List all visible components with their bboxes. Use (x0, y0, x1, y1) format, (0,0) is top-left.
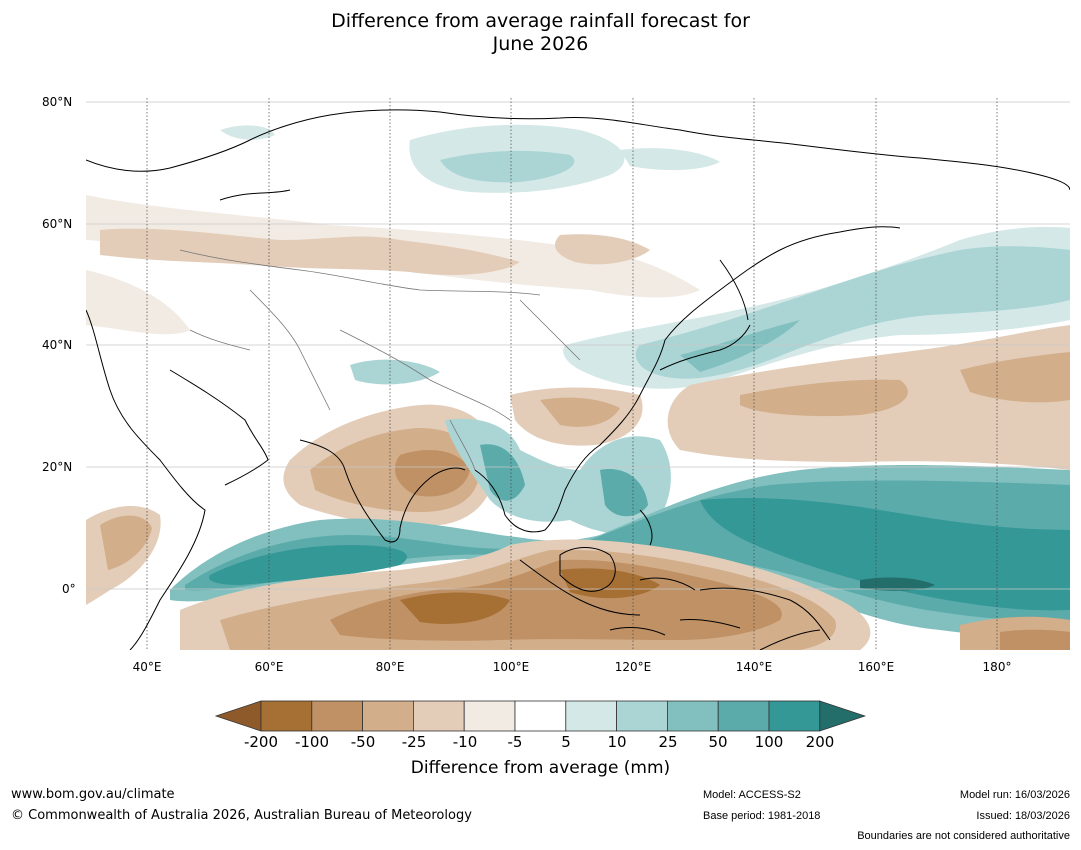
anomaly-region (480, 444, 525, 501)
lon-tick-label: 60°E (254, 660, 284, 674)
colorbar-label: 10 (607, 733, 627, 751)
lat-tick-label: 0° (62, 582, 76, 596)
lon-tick-label: 120°E (614, 660, 652, 674)
anomaly-region (860, 577, 935, 591)
colorbar-label: -100 (294, 733, 330, 751)
website-link[interactable]: www.bom.gov.au/climate (11, 787, 175, 802)
anomaly-region (100, 228, 520, 275)
colorbar-label: 5 (561, 733, 571, 751)
colorbar-title: Difference from average (mm) (410, 758, 671, 778)
map-title: Difference from average rainfall forecas… (0, 10, 1081, 56)
colorbar-swatch (565, 700, 617, 732)
anomaly-region (700, 498, 1070, 611)
colorbar-swatch (362, 700, 414, 732)
lon-tick-label: 180° (982, 660, 1012, 674)
anomaly-region (220, 125, 275, 140)
anomaly-region (620, 148, 720, 171)
colorbar-label: -50 (350, 733, 376, 751)
colorbar-swatch (514, 700, 567, 732)
colorbar-label: -25 (401, 733, 427, 751)
anomaly-region (209, 545, 407, 585)
anomaly-region (440, 150, 575, 183)
model-text: Model: ACCESS-S2 (703, 789, 801, 801)
coastlines (86, 109, 1070, 650)
copyright-text: © Commonwealth of Australia 2026, Austra… (11, 808, 472, 823)
anomaly-region (555, 234, 650, 265)
colorbar-swatch (768, 700, 821, 732)
lon-tick-label: 140°E (735, 660, 773, 674)
colorbar-swatch (260, 700, 313, 732)
anomaly-region (400, 592, 510, 624)
lon-tick-label: 160°E (857, 660, 895, 674)
colorbar-label: 200 (805, 733, 835, 751)
model-run-text: Model run: 16/03/2026 (959, 789, 1070, 801)
colorbar (214, 700, 867, 732)
lat-tick-label: 20°N (42, 460, 73, 474)
colorbar-swatch (412, 700, 465, 732)
colorbar-extend-low (214, 700, 262, 732)
colorbar-swatch (717, 700, 770, 732)
anomaly-region (350, 359, 440, 385)
colorbar-label: -200 (243, 733, 279, 751)
colorbar-swatch (667, 700, 719, 732)
colorbar-label: -5 (507, 733, 523, 751)
base-period-text: Base period: 1981-2018 (703, 810, 821, 822)
map-area (86, 98, 1070, 650)
anomaly-region (1000, 629, 1070, 650)
lon-tick-label: 40°E (132, 660, 162, 674)
colorbar-swatch (463, 700, 516, 732)
country-borders (179, 249, 581, 471)
lat-tick-label: 40°N (42, 338, 73, 352)
anomaly-region (540, 397, 620, 427)
colorbar-label: 25 (658, 733, 678, 751)
colorbar-label: -10 (452, 733, 478, 751)
anomaly-region (100, 515, 152, 570)
longitude-gridlines (146, 98, 998, 650)
anomaly-region (960, 352, 1070, 403)
anomaly-region (740, 379, 908, 417)
lat-tick-label: 60°N (42, 217, 73, 231)
disclaimer-text: Boundaries are not considered authoritat… (857, 830, 1070, 842)
anomaly-region (600, 469, 648, 517)
colorbar-swatch (311, 700, 363, 732)
lon-tick-label: 100°E (492, 660, 530, 674)
anomaly-region (680, 320, 800, 372)
anomaly-region (86, 270, 190, 335)
issued-text: Issued: 18/03/2026 (976, 810, 1070, 822)
title-line-1: Difference from average rainfall forecas… (331, 10, 750, 32)
title-line-2: June 2026 (492, 33, 589, 55)
anomaly-region (395, 450, 470, 497)
lat-tick-label: 80°N (42, 95, 73, 109)
colorbar-label: 50 (708, 733, 728, 751)
lon-tick-label: 80°E (375, 660, 405, 674)
colorbar-label: 100 (754, 733, 784, 751)
colorbar-swatch (616, 700, 668, 732)
colorbar-extend-high (819, 700, 867, 732)
